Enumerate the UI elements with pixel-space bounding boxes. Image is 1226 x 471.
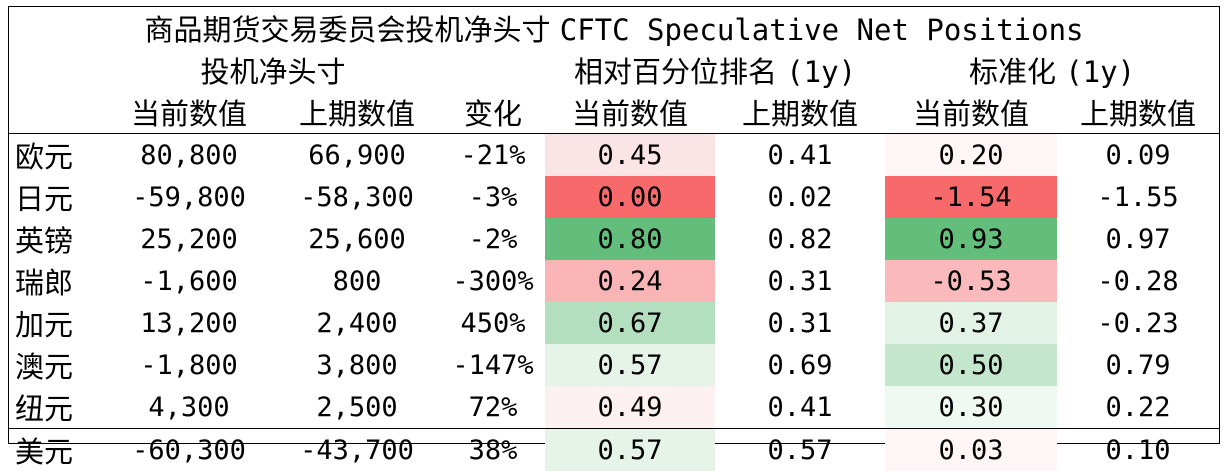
pct-previous-value: 0.69 (715, 344, 885, 386)
col-current: 当前数值 (105, 91, 273, 134)
percentile-rank-suffix: (1y) (786, 55, 856, 89)
empty-header (441, 49, 545, 91)
change-value: -300% (441, 260, 545, 302)
pct-current-value: 0.80 (545, 218, 715, 260)
title-cn: 商品期货交易委员会投机净头寸 (145, 13, 551, 47)
std-current-value: -0.53 (885, 260, 1057, 302)
previous-value: 2,500 (273, 386, 441, 429)
current-value: 80,800 (105, 134, 273, 177)
currency-name: 美元 (9, 429, 105, 471)
col-std-current: 当前数值 (885, 91, 1057, 134)
currency-name: 英镑 (9, 218, 105, 260)
change-value: -3% (441, 176, 545, 218)
change-value: 38% (441, 429, 545, 471)
current-value: -59,800 (105, 176, 273, 218)
std-current-value: 0.93 (885, 218, 1057, 260)
currency-name: 瑞郎 (9, 260, 105, 302)
std-previous-value: -0.28 (1057, 260, 1219, 302)
current-value: 4,300 (105, 386, 273, 429)
std-current-value: 0.30 (885, 386, 1057, 429)
header-net-position: 投机净头寸 (105, 49, 441, 91)
pct-previous-value: 0.31 (715, 260, 885, 302)
previous-value: -43,700 (273, 429, 441, 471)
current-value: -1,600 (105, 260, 273, 302)
previous-value: 66,900 (273, 134, 441, 177)
col-change: 变化 (441, 91, 545, 134)
change-value: -147% (441, 344, 545, 386)
change-value: -21% (441, 134, 545, 177)
std-previous-value: -0.23 (1057, 302, 1219, 344)
std-current-value: -1.54 (885, 176, 1057, 218)
col-previous: 上期数值 (273, 91, 441, 134)
previous-value: 2,400 (273, 302, 441, 344)
header-standardized: 标准化 (1y) (885, 49, 1219, 91)
pct-previous-value: 0.31 (715, 302, 885, 344)
pct-previous-value: 0.41 (715, 386, 885, 429)
standardized-suffix: (1y) (1065, 55, 1135, 89)
currency-name: 日元 (9, 176, 105, 218)
std-previous-value: 0.09 (1057, 134, 1219, 177)
std-previous-value: 0.22 (1057, 386, 1219, 429)
current-value: 25,200 (105, 218, 273, 260)
currency-name: 纽元 (9, 386, 105, 429)
pct-current-value: 0.24 (545, 260, 715, 302)
previous-value: 3,800 (273, 344, 441, 386)
current-value: -60,300 (105, 429, 273, 471)
current-value: 13,200 (105, 302, 273, 344)
pct-previous-value: 0.41 (715, 134, 885, 177)
standardized-label: 标准化 (969, 55, 1056, 89)
std-previous-value: -1.55 (1057, 176, 1219, 218)
empty-header (9, 91, 105, 134)
currency-name: 加元 (9, 302, 105, 344)
col-std-previous: 上期数值 (1057, 91, 1219, 134)
std-previous-value: 0.79 (1057, 344, 1219, 386)
std-current-value: 0.03 (885, 429, 1057, 471)
previous-value: -58,300 (273, 176, 441, 218)
change-value: 72% (441, 386, 545, 429)
pct-current-value: 0.49 (545, 386, 715, 429)
pct-current-value: 0.45 (545, 134, 715, 177)
pct-current-value: 0.57 (545, 429, 715, 471)
std-current-value: 0.37 (885, 302, 1057, 344)
pct-previous-value: 0.02 (715, 176, 885, 218)
header-percentile-rank: 相对百分位排名 (1y) (545, 49, 885, 91)
current-value: -1,800 (105, 344, 273, 386)
empty-header (9, 49, 105, 91)
pct-previous-value: 0.57 (715, 429, 885, 471)
table-title: 商品期货交易委员会投机净头寸 CFTC Speculative Net Posi… (9, 7, 1219, 49)
change-value: 450% (441, 302, 545, 344)
pct-current-value: 0.57 (545, 344, 715, 386)
currency-name: 澳元 (9, 344, 105, 386)
change-value: -2% (441, 218, 545, 260)
currency-name: 欧元 (9, 134, 105, 177)
pct-current-value: 0.00 (545, 176, 715, 218)
cftc-positions-table: 商品期货交易委员会投机净头寸 CFTC Speculative Net Posi… (8, 6, 1220, 444)
std-previous-value: 0.10 (1057, 429, 1219, 471)
pct-previous-value: 0.82 (715, 218, 885, 260)
previous-value: 800 (273, 260, 441, 302)
percentile-rank-label: 相对百分位排名 (574, 55, 777, 89)
previous-value: 25,600 (273, 218, 441, 260)
col-pct-current: 当前数值 (545, 91, 715, 134)
std-current-value: 0.20 (885, 134, 1057, 177)
std-current-value: 0.50 (885, 344, 1057, 386)
title-en: CFTC Speculative Net Positions (560, 13, 1084, 47)
data-table: 商品期货交易委员会投机净头寸 CFTC Speculative Net Posi… (9, 7, 1219, 471)
pct-current-value: 0.67 (545, 302, 715, 344)
col-pct-previous: 上期数值 (715, 91, 885, 134)
std-previous-value: 0.97 (1057, 218, 1219, 260)
